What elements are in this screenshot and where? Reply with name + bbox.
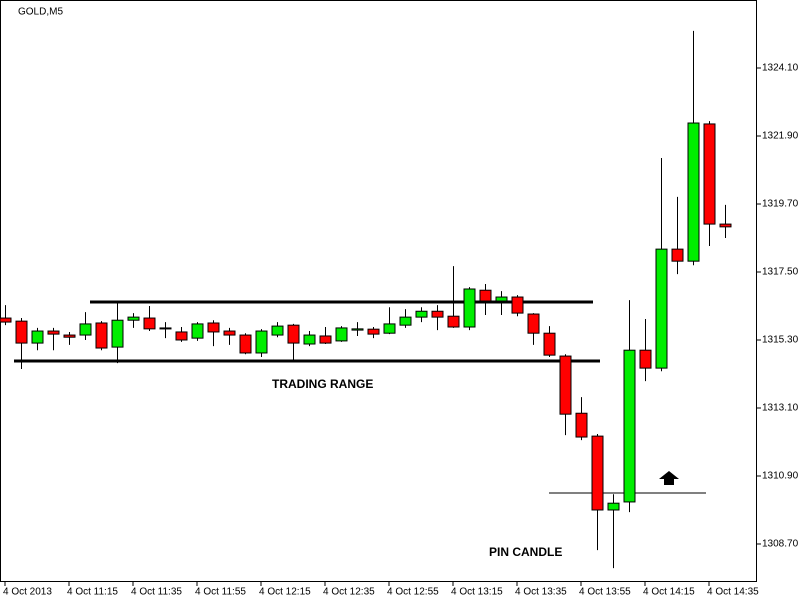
candle-body	[47, 330, 60, 335]
candle-body	[719, 223, 732, 228]
x-tick-label: 4 Oct 11:15	[67, 587, 118, 598]
x-tick-label: 4 Oct 12:35	[323, 587, 375, 598]
candle-body	[527, 313, 540, 334]
candle-body	[655, 248, 668, 369]
candle-body	[399, 316, 412, 326]
candle-body	[223, 330, 236, 336]
candle-body	[207, 322, 220, 333]
y-tick-label: 1319.70	[762, 199, 799, 210]
x-tick-label: 4 Oct 13:15	[451, 587, 503, 598]
chart-title: GOLD,M5	[18, 7, 63, 18]
candle-body	[95, 322, 108, 349]
candle-body	[431, 310, 444, 318]
candle-body	[79, 323, 92, 336]
candle-body	[607, 502, 620, 511]
y-tick-label: 1321.90	[762, 131, 799, 142]
candle-body	[351, 328, 364, 331]
candle-body	[575, 412, 588, 438]
candle-body	[143, 317, 156, 330]
candle-body	[639, 349, 652, 369]
y-tick-label: 1310.90	[762, 471, 799, 482]
candle-body	[0, 317, 12, 323]
candle-body	[591, 435, 604, 511]
candle-body	[623, 349, 636, 503]
candle-body	[303, 334, 316, 345]
x-tick-label: 4 Oct 14:35	[707, 587, 759, 598]
candle-body	[687, 122, 700, 262]
candle-body	[287, 324, 300, 344]
candle-body	[543, 332, 556, 356]
annotation: TRADING RANGE	[272, 377, 373, 391]
x-tick-label: 4 Oct 13:55	[579, 587, 631, 598]
y-tick-label: 1308.70	[762, 539, 799, 550]
candle-body	[335, 327, 348, 342]
x-tick-label: 4 Oct 13:35	[515, 587, 567, 598]
candle-body	[255, 330, 268, 354]
x-tick-label: 4 Oct 2013	[3, 587, 52, 598]
annotation: PIN CANDLE	[489, 545, 562, 559]
candle-body	[367, 328, 380, 335]
plot-frame	[0, 0, 757, 582]
candle-body	[511, 296, 524, 314]
candle-body	[319, 335, 332, 344]
candle-body	[447, 315, 460, 328]
candle-body	[559, 355, 572, 415]
y-tick-label: 1317.50	[762, 267, 799, 278]
candle-body	[159, 327, 172, 330]
candle-body	[271, 325, 284, 336]
candle-body	[415, 310, 428, 318]
candle-body	[191, 323, 204, 339]
candle-body	[15, 320, 28, 344]
x-tick-label: 4 Oct 12:15	[259, 587, 311, 598]
candle-body	[383, 323, 396, 334]
arrow	[659, 471, 679, 485]
candle-body	[175, 331, 188, 341]
candle-body	[495, 296, 508, 302]
candle-body	[63, 334, 76, 338]
candle-body	[31, 330, 44, 344]
candle-body	[479, 289, 492, 302]
candle-body	[703, 123, 716, 225]
candle-body	[671, 248, 684, 262]
x-tick-label: 4 Oct 11:35	[131, 587, 182, 598]
candle-body	[127, 316, 140, 321]
y-tick-label: 1315.30	[762, 335, 799, 346]
x-tick-label: 4 Oct 14:15	[643, 587, 695, 598]
y-tick-label: 1324.10	[762, 63, 799, 74]
candle-body	[239, 334, 252, 354]
y-tick-label: 1313.10	[762, 403, 799, 414]
candle-body	[111, 319, 124, 348]
candle-body	[463, 288, 476, 328]
x-tick-label: 4 Oct 11:55	[195, 587, 246, 598]
x-tick-label: 4 Oct 12:55	[387, 587, 439, 598]
